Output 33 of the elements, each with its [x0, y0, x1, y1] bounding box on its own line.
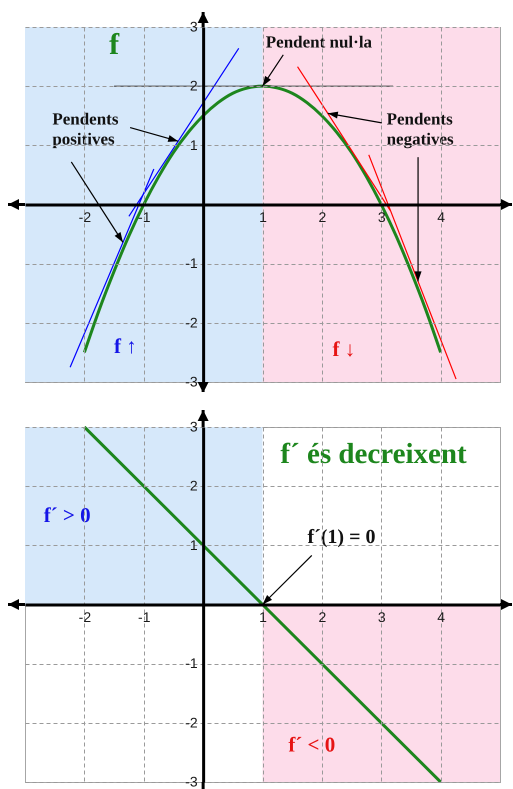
band-label: f ↑: [114, 334, 137, 358]
y-tick-label: -3: [185, 374, 198, 390]
x-tick-label: 1: [259, 209, 268, 225]
y-tick-label: 3: [190, 418, 198, 434]
y-tick-label: -3: [185, 774, 198, 789]
x-tick-label: 4: [437, 209, 446, 225]
y-tick-label: 3: [190, 18, 198, 34]
y-tick-label: -1: [185, 655, 198, 672]
y-tick-label: 1: [190, 536, 198, 553]
y-tick-label: 1: [190, 136, 198, 153]
x-tick-label: 2: [318, 209, 326, 225]
annotation: Pendent nul·la: [266, 32, 373, 52]
y-tick-label: 2: [190, 478, 198, 494]
x-tick-label: 3: [378, 609, 386, 625]
y-tick-label: -2: [185, 314, 198, 330]
annotation: f´(1) = 0: [307, 526, 376, 548]
x-tick-label: -2: [78, 209, 92, 225]
series-label: f´ > 0: [44, 502, 91, 527]
x-tick-label: -1: [138, 609, 151, 625]
x-tick-label: 1: [259, 609, 268, 625]
x-tick-label: 2: [318, 609, 326, 625]
text: f´ és decreixent: [280, 438, 468, 470]
y-tick-label: -1: [185, 255, 198, 272]
annotation: Pendents negatives: [386, 110, 454, 149]
y-tick-label: -2: [185, 714, 198, 730]
text: f: [109, 28, 120, 61]
band-label: f ↓: [332, 337, 356, 362]
x-tick-label: -2: [78, 609, 92, 625]
x-tick-label: 4: [437, 609, 446, 625]
series-label: f´ < 0: [288, 732, 336, 756]
annotation: Pendents positives: [52, 110, 119, 149]
x-tick-label: 3: [378, 209, 386, 225]
x-tick-label: -1: [138, 209, 151, 225]
